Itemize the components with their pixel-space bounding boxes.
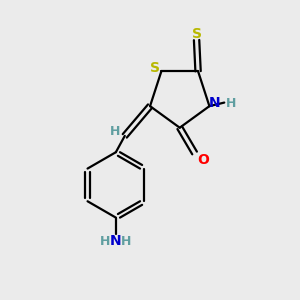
Text: N: N [209,96,220,110]
Text: S: S [150,61,160,75]
Text: O: O [197,152,209,167]
Text: H: H [121,235,131,248]
Text: S: S [192,26,202,40]
Text: N: N [110,234,121,248]
Text: H: H [226,97,236,110]
Text: H: H [99,235,110,248]
Text: H: H [110,125,121,138]
